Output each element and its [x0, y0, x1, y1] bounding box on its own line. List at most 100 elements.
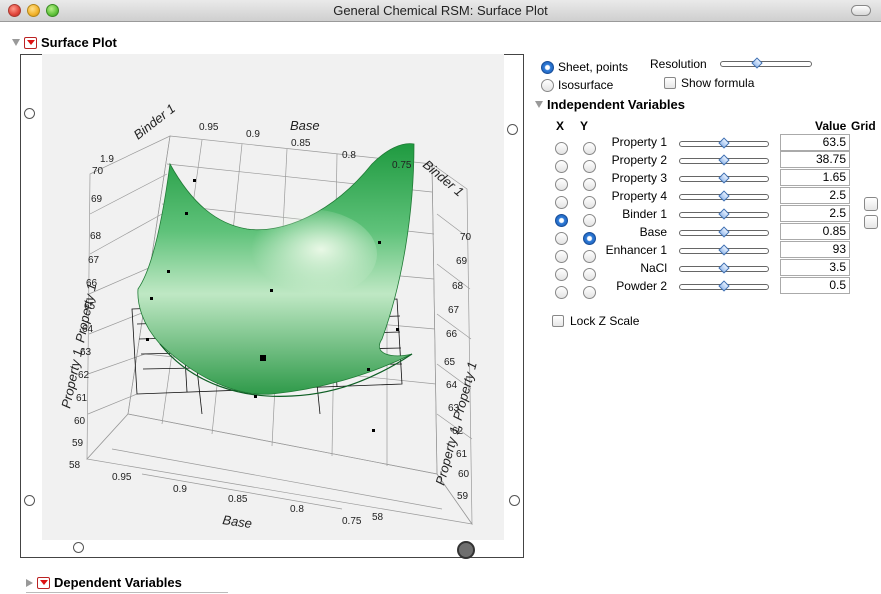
- y-radio-nacl[interactable]: [583, 268, 596, 281]
- toolbar-toggle-button[interactable]: [851, 5, 871, 16]
- slider-enhancer-1[interactable]: [679, 244, 769, 256]
- resize-handle-bottom-left[interactable]: [73, 542, 84, 553]
- lock-z-scale-checkbox[interactable]: [552, 315, 564, 327]
- value-field-binder-1[interactable]: 2.5: [780, 205, 850, 222]
- svg-text:0.8: 0.8: [290, 504, 304, 515]
- svg-text:0.9: 0.9: [173, 484, 187, 495]
- slider-nacl[interactable]: [679, 262, 769, 274]
- lock-z-scale-label: Lock Z Scale: [570, 314, 640, 328]
- resolution-slider[interactable]: [720, 57, 812, 69]
- rotation-handle-gray-bottom[interactable]: [457, 541, 475, 559]
- disclosure-triangle-icon[interactable]: [535, 101, 543, 108]
- y-radio-property-4[interactable]: [583, 196, 596, 209]
- x-radio-base[interactable]: [555, 232, 568, 245]
- svg-text:59: 59: [72, 438, 84, 449]
- x-radio-property-1[interactable]: [555, 142, 568, 155]
- svg-text:65: 65: [84, 301, 96, 312]
- svg-text:Property 1, Property 1: Property 1, Property 1: [58, 282, 99, 410]
- title-bar: General Chemical RSM: Surface Plot: [0, 0, 881, 22]
- slider-base[interactable]: [679, 226, 769, 238]
- surface-edge: [159, 343, 413, 397]
- axis-tick-labels: 0.95 0.9 0.85 0.8 0.75 0.95 0.9 0.85 0.8…: [69, 122, 472, 527]
- slider-thumb[interactable]: [718, 137, 730, 149]
- disclosure-triangle-icon[interactable]: [26, 578, 33, 587]
- y-radio-property-3[interactable]: [583, 178, 596, 191]
- disclosure-triangle-icon[interactable]: [12, 39, 20, 46]
- value-field-property-1[interactable]: 63.5: [780, 134, 850, 151]
- resize-handle-left-top[interactable]: [24, 108, 35, 119]
- svg-text:58: 58: [69, 460, 81, 471]
- slider-property-3[interactable]: [679, 172, 769, 184]
- red-triangle-menu-icon[interactable]: [24, 36, 37, 49]
- red-triangle-menu-icon[interactable]: [37, 576, 50, 589]
- y-radio-binder-1[interactable]: [583, 214, 596, 227]
- svg-text:68: 68: [90, 231, 102, 242]
- svg-text:65: 65: [444, 357, 456, 368]
- svg-text:61: 61: [76, 393, 88, 404]
- close-window-button[interactable]: [8, 4, 21, 17]
- svg-text:64: 64: [82, 324, 94, 335]
- slider-thumb[interactable]: [718, 208, 730, 220]
- grid-checkbox-y[interactable]: [864, 215, 878, 229]
- svg-text:66: 66: [86, 278, 98, 289]
- surface-plot-canvas[interactable]: 0.95 0.9 0.85 0.8 0.75 0.95 0.9 0.85 0.8…: [42, 54, 504, 540]
- dependent-variables-header[interactable]: Dependent Variables: [26, 575, 182, 590]
- outline-divider: [26, 592, 228, 593]
- y-radio-property-1[interactable]: [583, 142, 596, 155]
- value-field-enhancer-1[interactable]: 93: [780, 241, 850, 258]
- svg-text:70: 70: [92, 166, 104, 177]
- slider-thumb[interactable]: [718, 190, 730, 202]
- slider-thumb[interactable]: [718, 154, 730, 166]
- svg-text:69: 69: [456, 256, 468, 267]
- slider-thumb[interactable]: [718, 244, 730, 256]
- x-radio-binder-1[interactable]: [555, 214, 568, 227]
- slider-thumb[interactable]: [718, 226, 730, 238]
- slider-property-1[interactable]: [679, 137, 769, 149]
- x-radio-property-4[interactable]: [555, 196, 568, 209]
- value-field-powder-2[interactable]: 0.5: [780, 277, 850, 294]
- design-points: [146, 179, 399, 432]
- resize-handle-right-top[interactable]: [507, 124, 518, 135]
- sheet-points-radio[interactable]: [541, 61, 554, 74]
- value-field-base[interactable]: 0.85: [780, 223, 850, 240]
- svg-text:0.75: 0.75: [342, 516, 362, 527]
- svg-text:66: 66: [446, 329, 458, 340]
- slider-thumb[interactable]: [718, 172, 730, 184]
- x-radio-nacl[interactable]: [555, 268, 568, 281]
- minimize-window-button[interactable]: [27, 4, 40, 17]
- svg-text:68: 68: [452, 281, 464, 292]
- slider-property-4[interactable]: [679, 190, 769, 202]
- independent-variables-header[interactable]: Independent Variables: [535, 97, 685, 112]
- slider-powder-2[interactable]: [679, 280, 769, 292]
- x-radio-enhancer-1[interactable]: [555, 250, 568, 263]
- svg-text:70: 70: [460, 232, 472, 243]
- zoom-window-button[interactable]: [46, 4, 59, 17]
- surface-plot-outline-header[interactable]: Surface Plot: [12, 35, 117, 50]
- value-field-nacl[interactable]: 3.5: [780, 259, 850, 276]
- resize-handle-right-bottom[interactable]: [509, 495, 520, 506]
- y-radio-enhancer-1[interactable]: [583, 250, 596, 263]
- slider-binder-1[interactable]: [679, 208, 769, 220]
- y-radio-base[interactable]: [583, 232, 596, 245]
- grid-checkbox-x[interactable]: [864, 197, 878, 211]
- resolution-label: Resolution: [650, 57, 707, 71]
- value-field-property-4[interactable]: 2.5: [780, 187, 850, 204]
- svg-text:0.95: 0.95: [199, 122, 219, 133]
- svg-text:0.75: 0.75: [392, 160, 412, 171]
- resize-handle-left-bottom[interactable]: [24, 495, 35, 506]
- svg-text:Base: Base: [290, 118, 320, 133]
- y-radio-powder-2[interactable]: [583, 286, 596, 299]
- x-radio-powder-2[interactable]: [555, 286, 568, 299]
- x-radio-property-2[interactable]: [555, 160, 568, 173]
- y-radio-property-2[interactable]: [583, 160, 596, 173]
- value-field-property-3[interactable]: 1.65: [780, 169, 850, 186]
- value-field-property-2[interactable]: 38.75: [780, 151, 850, 168]
- slider-thumb[interactable]: [718, 262, 730, 274]
- isosurface-radio[interactable]: [541, 79, 554, 92]
- x-radio-property-3[interactable]: [555, 178, 568, 191]
- slider-property-2[interactable]: [679, 154, 769, 166]
- variable-name-nacl: NaCl: [640, 261, 667, 275]
- resolution-slider-thumb[interactable]: [751, 57, 763, 69]
- slider-thumb[interactable]: [718, 280, 730, 292]
- show-formula-checkbox[interactable]: [664, 77, 676, 89]
